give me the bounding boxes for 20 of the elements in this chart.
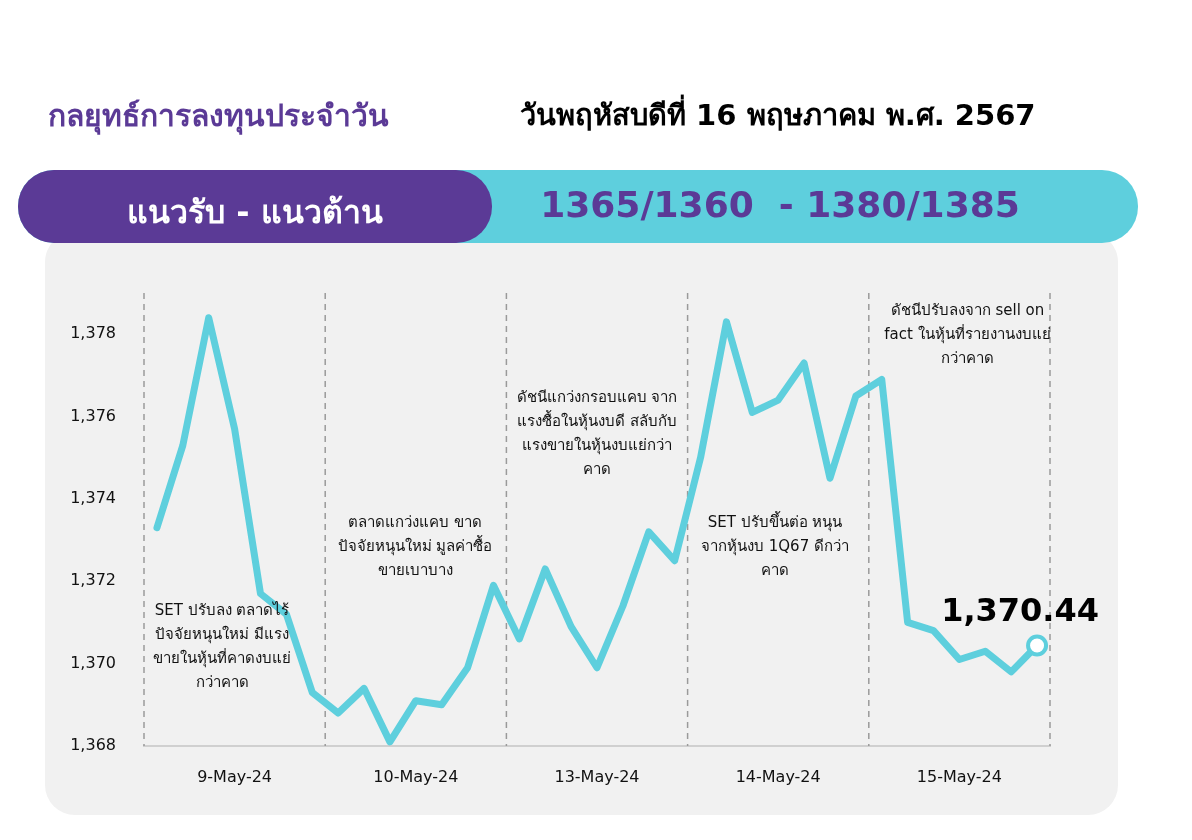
data-label: 1,370.44	[941, 590, 1100, 629]
annotation: SET ปรับขึ้นต่อ หนุนจากหุ้นงบ 1Q67 ดีกว่าคาด	[700, 510, 850, 581]
x-tick-label: 15-May-24	[916, 766, 1002, 786]
y-tick-label: 1,368	[70, 735, 116, 755]
annotation: ดัชนีปรับลงจาก sell on fact ในหุ้นที่รายงานงบแย่กว่าคาด	[883, 300, 1052, 369]
chart-title: กลยุทธ์การลงทุนประจำวัน	[48, 97, 389, 137]
text: แนวรับ - แนวต้าน	[126, 192, 384, 233]
x-tick-label: 14-May-24	[735, 766, 821, 786]
y-tick-label: 1,372	[70, 570, 116, 590]
y-tick-label: 1,370	[70, 652, 116, 672]
annotation: ดัชนีแกว่งกรอบแคบ จากแรงซื้อในหุ้นงบดี สลับกับแรงขายในหุ้นงบแย่กว่าคาด	[515, 387, 679, 480]
annotation: ตลาดแกว่งแคบ ขาดปัจจัยหนุนใหม่ มูลค่าซื้อขายเบาบาง	[336, 512, 494, 581]
x-tick-label: 9-May-24	[197, 766, 273, 786]
y-tick-label: 1,374	[70, 488, 116, 508]
x-tick-label: 10-May-24	[373, 766, 459, 786]
x-tick-label: 13-May-24	[554, 766, 640, 786]
y-tick-label: 1,376	[70, 405, 116, 425]
y-tick-label: 1,378	[70, 323, 116, 343]
text: 1365/1360 - 1380/1385	[539, 184, 1021, 225]
chart-subtitle: วันพฤหัสบดีที่ 16 พฤษภาคม พ.ศ. 2567	[520, 93, 1036, 134]
